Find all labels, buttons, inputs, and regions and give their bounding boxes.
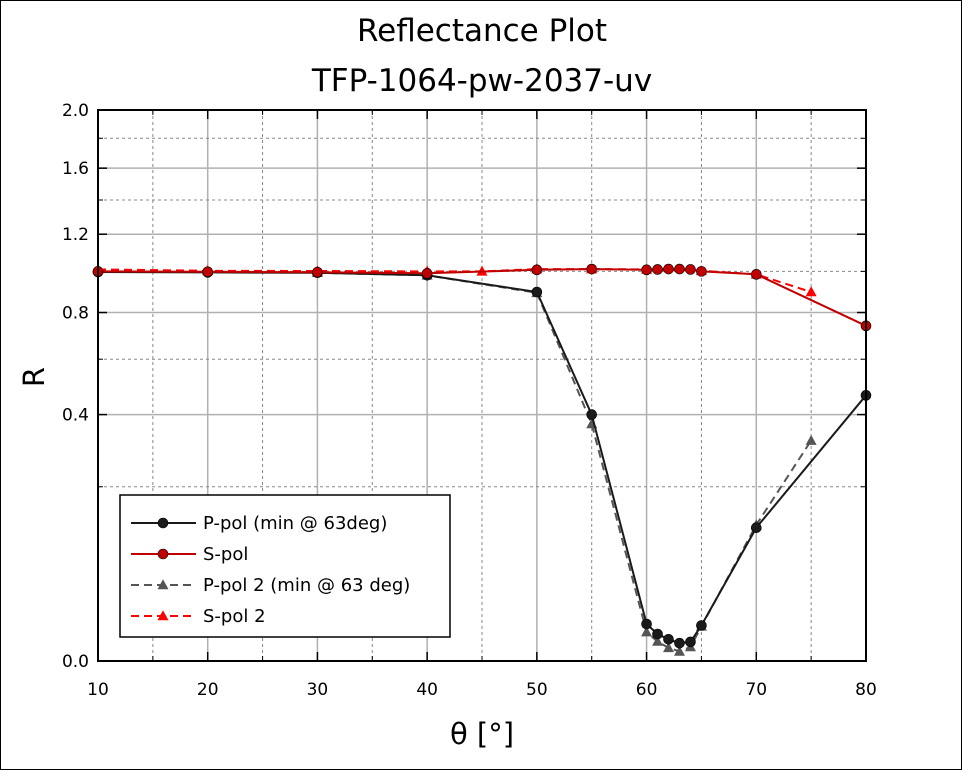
series-0-point xyxy=(696,620,707,631)
series-2-point xyxy=(673,645,685,656)
legend-box xyxy=(119,494,451,638)
series-0-point xyxy=(685,636,696,648)
legend-marker-2 xyxy=(157,579,169,590)
series-0-point xyxy=(652,628,663,640)
y-tick-label: 0.8 xyxy=(62,304,89,324)
series-0-point xyxy=(663,634,674,645)
series-2-point xyxy=(805,434,817,445)
series-1-point xyxy=(674,263,685,275)
series-2-point xyxy=(652,635,664,646)
series-1-point xyxy=(641,264,652,276)
y-axis-label: R xyxy=(17,367,51,387)
series-2-point xyxy=(641,626,653,637)
y-tick-label: 0.4 xyxy=(62,406,89,426)
y-tick-label: 1.2 xyxy=(62,225,89,245)
x-tick-label: 70 xyxy=(745,680,767,700)
y-tick-label: 0.0 xyxy=(62,652,89,672)
tick-labels: 10 20 30 40 50 60 70 80 0.0 0.4 0.8 1.2 1.6 2.0 xyxy=(62,101,877,700)
plot-area-border xyxy=(97,109,867,662)
series-line-3 xyxy=(97,268,812,293)
x-tick-label: 10 xyxy=(87,680,109,700)
series-1-point xyxy=(750,269,762,280)
x-tick-label: 20 xyxy=(197,680,219,700)
legend-label-0: P-pol (min @ 63deg) xyxy=(203,513,387,534)
series-layer xyxy=(92,263,872,656)
series-0-point xyxy=(674,637,685,649)
y-tick-label: 2.0 xyxy=(62,101,89,121)
series-1-point xyxy=(663,263,674,275)
series-0-point xyxy=(586,409,598,420)
legend-label-1: S-pol xyxy=(203,544,248,565)
series-1-point xyxy=(586,263,598,275)
x-tick-label: 40 xyxy=(416,680,438,700)
y-tick-label: 1.6 xyxy=(62,159,89,179)
legend-marker-1 xyxy=(157,548,169,560)
series-1-point xyxy=(421,268,433,279)
series-1-point xyxy=(202,266,214,278)
x-tick-label: 60 xyxy=(636,680,658,700)
series-0-point xyxy=(531,286,543,298)
chart-subtitle: TFP-1064-pw-2037-uv xyxy=(311,63,652,99)
x-axis-label: θ [°] xyxy=(450,717,514,751)
series-1-point xyxy=(652,264,663,275)
series-0-point xyxy=(641,618,652,630)
series-1-point xyxy=(312,266,323,278)
series-1-point xyxy=(531,264,543,276)
legend: P-pol (min @ 63deg) S-pol P-pol 2 (min @ 6… xyxy=(119,494,451,638)
x-tick-label: 80 xyxy=(855,680,877,700)
legend-label-2: P-pol 2 (min @ 63 deg) xyxy=(203,575,410,596)
chart-title: Reflectance Plot xyxy=(357,13,607,49)
series-1-point xyxy=(685,264,696,275)
x-tick-label: 50 xyxy=(526,680,548,700)
legend-marker-3 xyxy=(157,610,169,621)
series-0-point xyxy=(750,522,762,534)
series-3-point xyxy=(805,286,817,297)
legend-marker-0 xyxy=(157,517,169,529)
legend-label-3: S-pol 2 xyxy=(203,606,266,627)
series-2-point xyxy=(663,642,675,653)
x-tick-label: 30 xyxy=(307,680,329,700)
series-1-point xyxy=(696,266,707,277)
